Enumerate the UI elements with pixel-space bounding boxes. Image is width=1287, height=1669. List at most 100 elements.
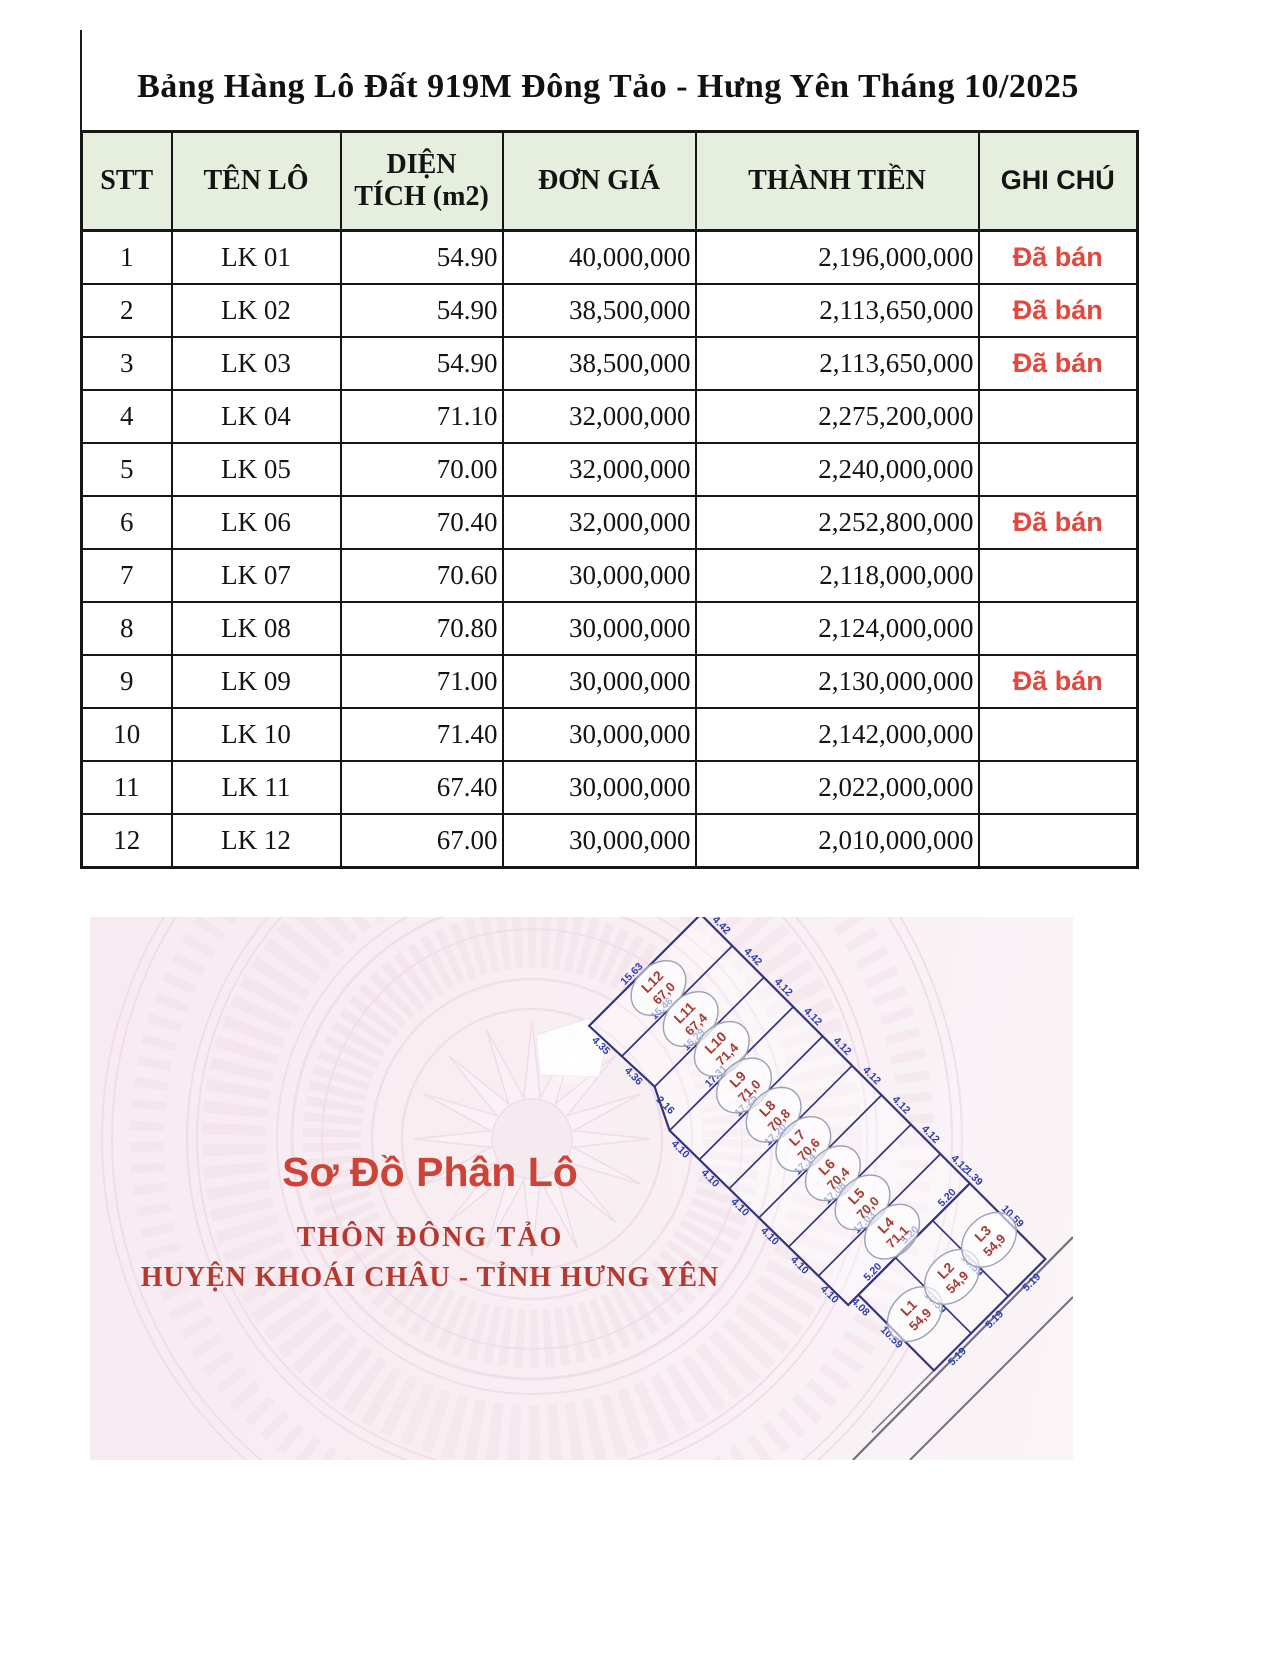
cell-ghi-chu: Đã bán <box>977 654 1139 709</box>
cell-thanh-tien: 2,113,650,000 <box>694 336 980 391</box>
road-line <box>852 1236 1073 1460</box>
table-row: 8 LK 08 70.80 30,000,000 2,124,000,000 <box>80 601 1139 656</box>
cell-ten-lo: LK 08 <box>170 601 342 656</box>
cell-don-gia: 38,500,000 <box>501 336 697 391</box>
cell-dien-tich: 71.40 <box>339 707 504 762</box>
table-row: 11 LK 11 67.40 30,000,000 2,022,000,000 <box>80 760 1139 815</box>
cell-ghi-chu: Đã bán <box>977 336 1139 391</box>
cell-ghi-chu <box>977 707 1139 762</box>
cell-don-gia: 30,000,000 <box>501 601 697 656</box>
cell-dien-tich: 70.40 <box>339 495 504 550</box>
cell-stt: 11 <box>80 760 173 815</box>
left-border-line <box>80 30 82 132</box>
header-ghi-chu: GHI CHÚ <box>977 130 1139 232</box>
table-row: 6 LK 06 70.40 32,000,000 2,252,800,000 Đã bán <box>80 495 1139 550</box>
cell-thanh-tien: 2,010,000,000 <box>694 813 980 869</box>
table-row: 9 LK 09 71.00 30,000,000 2,130,000,000 Đã bán <box>80 654 1139 709</box>
cell-dien-tich: 71.10 <box>339 389 504 444</box>
cell-ten-lo: LK 12 <box>170 813 342 869</box>
cell-thanh-tien: 2,142,000,000 <box>694 707 980 762</box>
cell-ten-lo: LK 09 <box>170 654 342 709</box>
table-row: 12 LK 12 67.00 30,000,000 2,010,000,000 <box>80 813 1139 869</box>
table-row: 7 LK 07 70.60 30,000,000 2,118,000,000 <box>80 548 1139 603</box>
watermark-ornament-band <box>303 917 761 1368</box>
cell-stt: 9 <box>80 654 173 709</box>
boundary-extension-line <box>871 1369 935 1434</box>
cell-don-gia: 30,000,000 <box>501 548 697 603</box>
cell-don-gia: 30,000,000 <box>501 707 697 762</box>
table-body: 1 LK 01 54.90 40,000,000 2,196,000,000 Đã bán… <box>80 229 1139 869</box>
cell-ghi-chu <box>977 601 1139 656</box>
cell-stt: 1 <box>80 229 173 285</box>
table-row: 5 LK 05 70.00 32,000,000 2,240,000,000 <box>80 442 1139 497</box>
cell-thanh-tien: 2,124,000,000 <box>694 601 980 656</box>
pentagon-glow <box>544 1030 604 1090</box>
cell-dien-tich: 70.60 <box>339 548 504 603</box>
cell-stt: 5 <box>80 442 173 497</box>
cell-ghi-chu <box>977 442 1139 497</box>
watermark-ornament-band <box>130 917 934 1460</box>
cell-ten-lo: LK 06 <box>170 495 342 550</box>
cell-ten-lo: LK 10 <box>170 707 342 762</box>
table-header: STT TÊN LÔ DIỆN TÍCH (m2) ĐƠN GIÁ THÀNH … <box>80 130 1139 232</box>
cell-dien-tich: 67.40 <box>339 760 504 815</box>
cell-dien-tich: 71.00 <box>339 654 504 709</box>
cell-dien-tich: 54.90 <box>339 229 504 285</box>
header-thanh-tien: THÀNH TIỀN <box>694 130 980 232</box>
cell-ten-lo: LK 05 <box>170 442 342 497</box>
cell-stt: 8 <box>80 601 173 656</box>
cell-thanh-tien: 2,196,000,000 <box>694 229 980 285</box>
cell-stt: 2 <box>80 283 173 338</box>
land-lot-price-table: STT TÊN LÔ DIỆN TÍCH (m2) ĐƠN GIÁ THÀNH … <box>80 130 1139 869</box>
road-line <box>909 1296 1073 1460</box>
cell-stt: 3 <box>80 336 173 391</box>
cell-ten-lo: LK 11 <box>170 760 342 815</box>
cell-ghi-chu <box>977 813 1139 869</box>
site-plan: 15.6315.464.354.4215.294.364.4217.312.16… <box>90 917 1073 1460</box>
cell-thanh-tien: 2,240,000,000 <box>694 442 980 497</box>
cell-ten-lo: LK 01 <box>170 229 342 285</box>
cell-stt: 7 <box>80 548 173 603</box>
cell-don-gia: 30,000,000 <box>501 813 697 869</box>
cell-ghi-chu <box>977 548 1139 603</box>
cell-stt: 4 <box>80 389 173 444</box>
cell-don-gia: 32,000,000 <box>501 389 697 444</box>
cell-thanh-tien: 2,275,200,000 <box>694 389 980 444</box>
cell-ghi-chu: Đã bán <box>977 495 1139 550</box>
table-row: 4 LK 04 71.10 32,000,000 2,275,200,000 <box>80 389 1139 444</box>
watermark-ring <box>196 917 868 1460</box>
cell-don-gia: 30,000,000 <box>501 654 697 709</box>
cell-thanh-tien: 2,118,000,000 <box>694 548 980 603</box>
watermark-ring <box>101 917 963 1460</box>
watermark-ring <box>111 917 953 1460</box>
lot-label-oval <box>961 1211 1017 1268</box>
header-don-gia: ĐƠN GIÁ <box>501 130 697 232</box>
cell-dien-tich: 54.90 <box>339 336 504 391</box>
cell-dien-tich: 70.00 <box>339 442 504 497</box>
cell-stt: 6 <box>80 495 173 550</box>
table-row: 1 LK 01 54.90 40,000,000 2,196,000,000 Đã bán <box>80 229 1139 285</box>
table-row: 3 LK 03 54.90 38,500,000 2,113,650,000 Đã bán <box>80 336 1139 391</box>
page-title: Bảng Hàng Lô Đất 919M Đông Tảo - Hưng Yê… <box>137 68 1079 105</box>
cell-don-gia: 38,500,000 <box>501 283 697 338</box>
cell-dien-tich: 67.00 <box>339 813 504 869</box>
cell-ten-lo: LK 02 <box>170 283 342 338</box>
cell-thanh-tien: 2,113,650,000 <box>694 283 980 338</box>
cell-don-gia: 32,000,000 <box>501 495 697 550</box>
cell-thanh-tien: 2,130,000,000 <box>694 654 980 709</box>
cell-thanh-tien: 2,022,000,000 <box>694 760 980 815</box>
header-stt: STT <box>80 130 173 232</box>
watermark-ring <box>321 928 743 1350</box>
cell-don-gia: 40,000,000 <box>501 229 697 285</box>
site-plan-drawing: 15.6315.464.354.4215.294.364.4217.312.16… <box>101 917 1073 1460</box>
lot-label-oval <box>864 1203 921 1260</box>
cell-thanh-tien: 2,252,800,000 <box>694 495 980 550</box>
watermark-ring <box>186 917 878 1460</box>
